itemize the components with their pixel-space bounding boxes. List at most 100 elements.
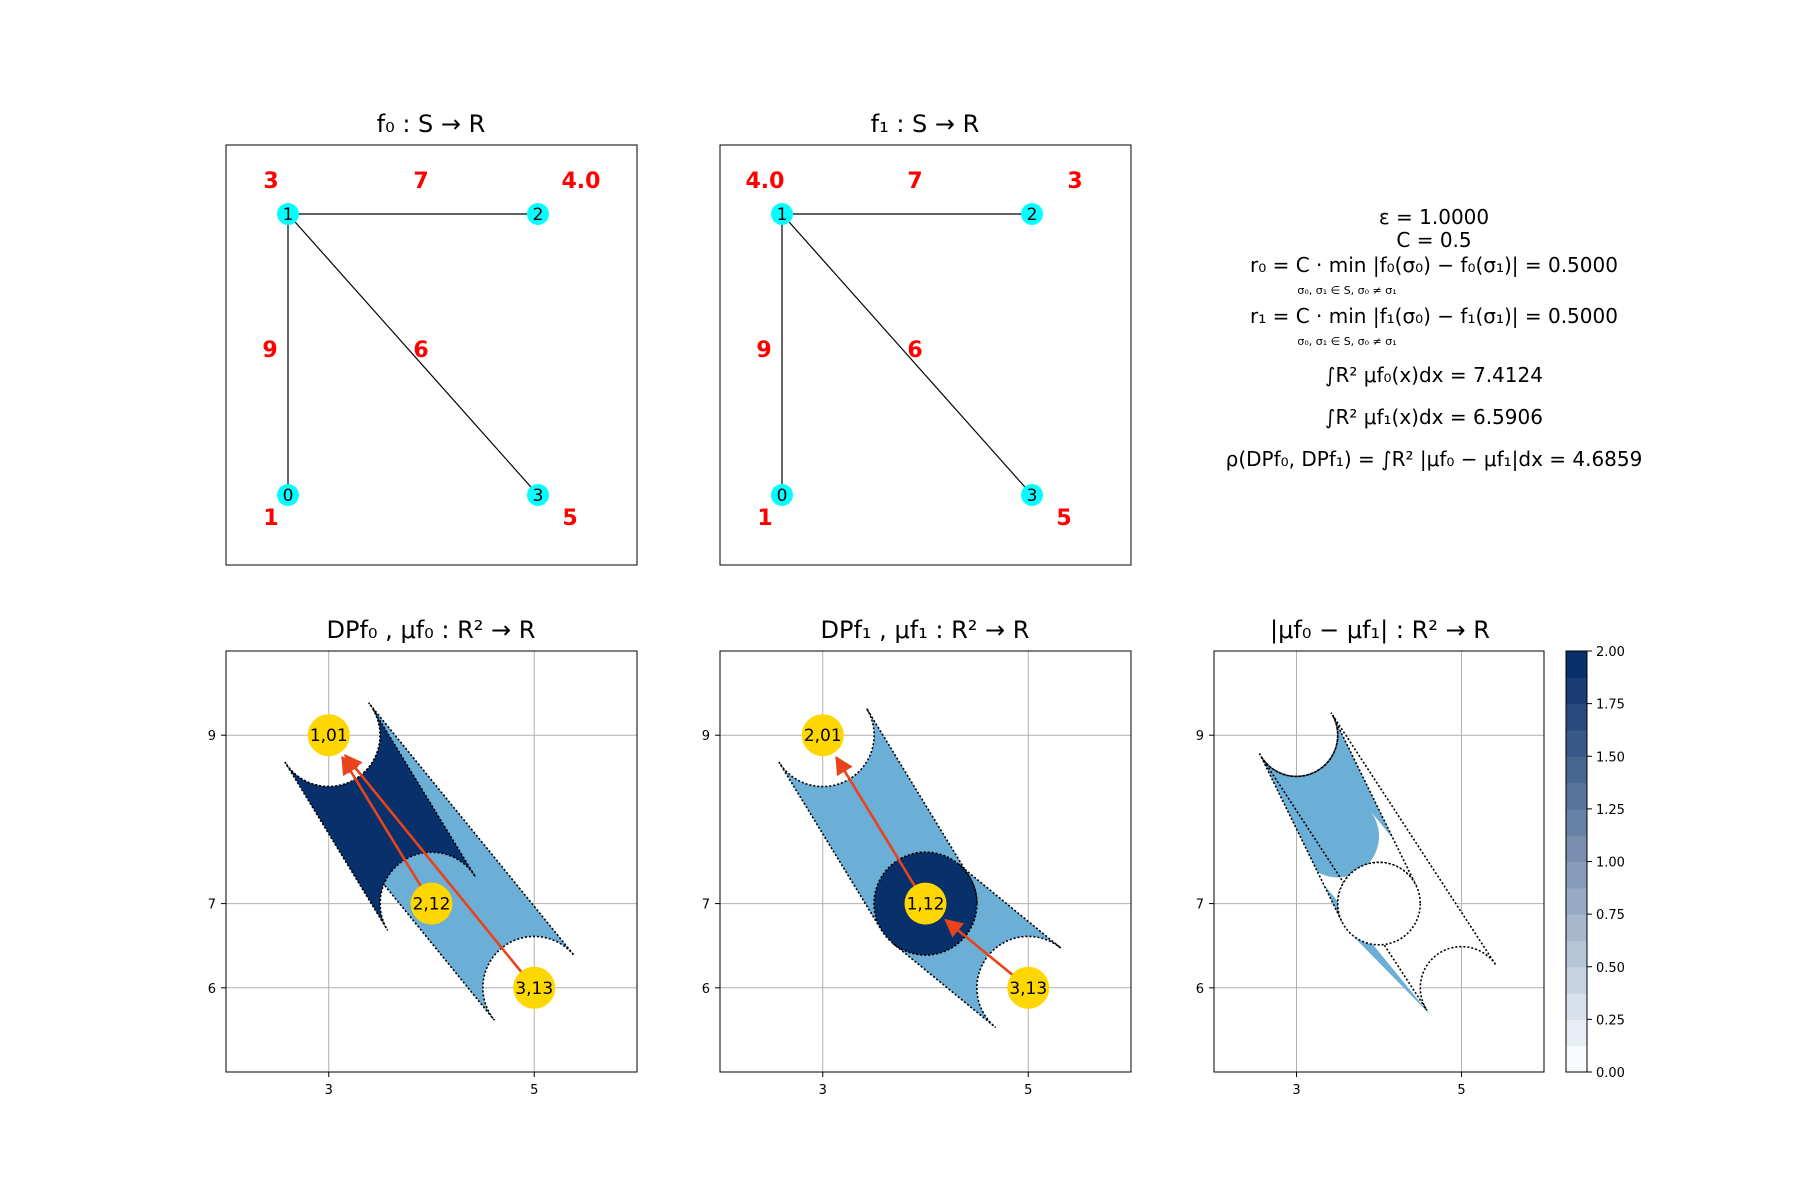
diagram-point [513, 966, 556, 1009]
plot-panel-dp1: DPf₁ , μf₁ : R² → R 2,01 1,12 3,13 3 5 6 7 9 [702, 616, 1132, 1098]
node-id-label: 3 [533, 486, 544, 506]
diagram-point [801, 714, 844, 757]
y-tick-label: 7 [208, 898, 216, 913]
panel-title-f0: f₀ : S → R [377, 110, 486, 138]
colorbar: 0.00 0.25 0.50 0.75 1.00 1.25 1.50 1.75 2.00 [1565, 645, 1625, 1081]
graph-nodes-f1: 0 1 2 3 [771, 203, 1043, 506]
difference-region [1259, 717, 1417, 922]
colorbar-tick-label: 0.00 [1596, 1066, 1625, 1081]
c-value: C = 0.5 [1396, 228, 1471, 252]
graph-node [527, 203, 549, 225]
y-tick-label: 9 [1196, 729, 1204, 744]
panel-title-diff: |μf₀ − μf₁| : R² → R [1270, 616, 1490, 644]
colorbar-band [1566, 887, 1587, 915]
formula-block: ε = 1.0000 C = 0.5 r₀ = C · min |f₀(σ₀) … [1226, 205, 1643, 471]
colorbar-band [1566, 808, 1587, 836]
r1-formula: r₁ = C · min |f₁(σ₀) − f₁(σ₁)| = 0.5000 [1250, 304, 1618, 328]
edge-value-label: 7 [907, 169, 922, 194]
graph-values-f1: 79 614.0 35 [746, 169, 1083, 531]
panel-title-dp0: DPf₀ , μf₀ : R² → R [327, 616, 536, 644]
colorbar-band [1566, 966, 1587, 994]
y-tick-label: 6 [702, 982, 710, 997]
node-value-label: 1 [757, 506, 772, 531]
difference-hole [1336, 861, 1422, 946]
colorbar-tick-label: 1.75 [1596, 698, 1625, 713]
colorbar-band [1566, 993, 1587, 1020]
pairing-arrow [341, 755, 433, 905]
y-tick-label: 7 [702, 898, 710, 913]
plot-area: 1,01 2,12 3,13 [226, 651, 637, 1072]
graph-edge [287, 213, 539, 496]
plot-frame [1213, 650, 1545, 1073]
pairing-arrow [835, 755, 927, 905]
graph-node [1021, 484, 1043, 506]
colorbar-band [1566, 756, 1587, 784]
colorbar-tick-label: 0.75 [1596, 908, 1625, 923]
diagram-point [307, 714, 350, 757]
point-label: 2,12 [413, 895, 451, 915]
point-label: 1,12 [907, 895, 945, 915]
y-tick-label: 6 [1196, 982, 1204, 997]
y-tick-label: 9 [208, 729, 216, 744]
plot-frame [719, 650, 1132, 1073]
epsilon-value: ε = 1.0000 [1379, 205, 1489, 229]
node-value-label: 4.0 [562, 169, 601, 194]
x-tick-label: 5 [1024, 1083, 1032, 1098]
integral-mu-f1: ∫R² μf₁(x)dx = 6.5906 [1325, 405, 1543, 429]
edge-value-label: 6 [907, 338, 922, 363]
colorbar-band [1566, 729, 1587, 757]
colorbar-tick-label: 1.25 [1596, 803, 1625, 818]
edge-value-label: 7 [413, 169, 428, 194]
colorbar-band [1566, 651, 1587, 678]
rho-distance-formula: ρ(DPf₀, DPf₁) = ∫R² |μf₀ − μf₁|dx = 4.68… [1226, 447, 1643, 471]
diagram-point [904, 882, 947, 925]
graph-edge [781, 213, 1033, 496]
diagram-point [1007, 966, 1050, 1009]
colorbar-tick-label: 0.50 [1596, 961, 1625, 976]
graph-node [771, 203, 793, 225]
graph-node [277, 484, 299, 506]
integral-mu-f0: ∫R² μf₀(x)dx = 7.4124 [1325, 363, 1543, 387]
r0-formula: r₀ = C · min |f₀(σ₀) − f₀(σ₁)| = 0.5000 [1250, 253, 1618, 277]
node-id-label: 0 [777, 486, 788, 506]
panel-title-dp1: DPf₁ , μf₁ : R² → R [821, 616, 1030, 644]
x-tick-label: 3 [325, 1083, 333, 1098]
graph-values-f0: 79 613 4.05 [262, 169, 600, 531]
node-value-label: 3 [263, 169, 278, 194]
edge-value-label: 9 [262, 338, 277, 363]
point-label: 2,01 [804, 726, 842, 746]
node-value-label: 1 [263, 506, 278, 531]
panel-title-f1: f₁ : S → R [871, 110, 980, 138]
x-tick-label: 5 [530, 1083, 538, 1098]
colorbar-band [1566, 677, 1587, 705]
edge-value-label: 9 [756, 338, 771, 363]
graph-nodes-f0: 0 1 2 3 [277, 203, 549, 506]
colorbar-tick-label: 1.00 [1596, 856, 1625, 871]
colorbar-band [1566, 835, 1587, 863]
x-tick-label: 5 [1457, 1083, 1465, 1098]
colorbar-band [1566, 1045, 1587, 1073]
colorbar-band [1566, 1019, 1587, 1047]
plot-frame [225, 650, 638, 1073]
node-value-label: 5 [1056, 506, 1071, 531]
plot-area: 2,01 1,12 3,13 [720, 651, 1131, 1072]
graph-node [527, 484, 549, 506]
y-tick-label: 7 [1196, 898, 1204, 913]
pairing-arrow [344, 753, 536, 989]
node-id-label: 0 [283, 486, 294, 506]
colorbar-tick-label: 0.25 [1596, 1013, 1625, 1028]
node-value-label: 3 [1067, 169, 1082, 194]
r1-subscript: σ₀, σ₁ ∈ S, σ₀ ≠ σ₁ [1297, 335, 1396, 348]
graph-panel-f1: f₁ : S → R 01 23 79 614.0 35 [719, 110, 1132, 566]
colorbar-tick-label: 2.00 [1596, 645, 1625, 660]
graph-node [277, 203, 299, 225]
y-tick-label: 9 [702, 729, 710, 744]
point-label: 3,13 [1009, 979, 1047, 999]
point-label: 1,01 [310, 726, 348, 746]
graph-node [1021, 203, 1043, 225]
plot-area [1214, 651, 1544, 1072]
point-label: 3,13 [515, 979, 553, 999]
colorbar-band [1566, 782, 1587, 810]
plot-panel-diff: |μf₀ − μf₁| : R² → R 3 5 6 7 9 [1196, 616, 1545, 1098]
